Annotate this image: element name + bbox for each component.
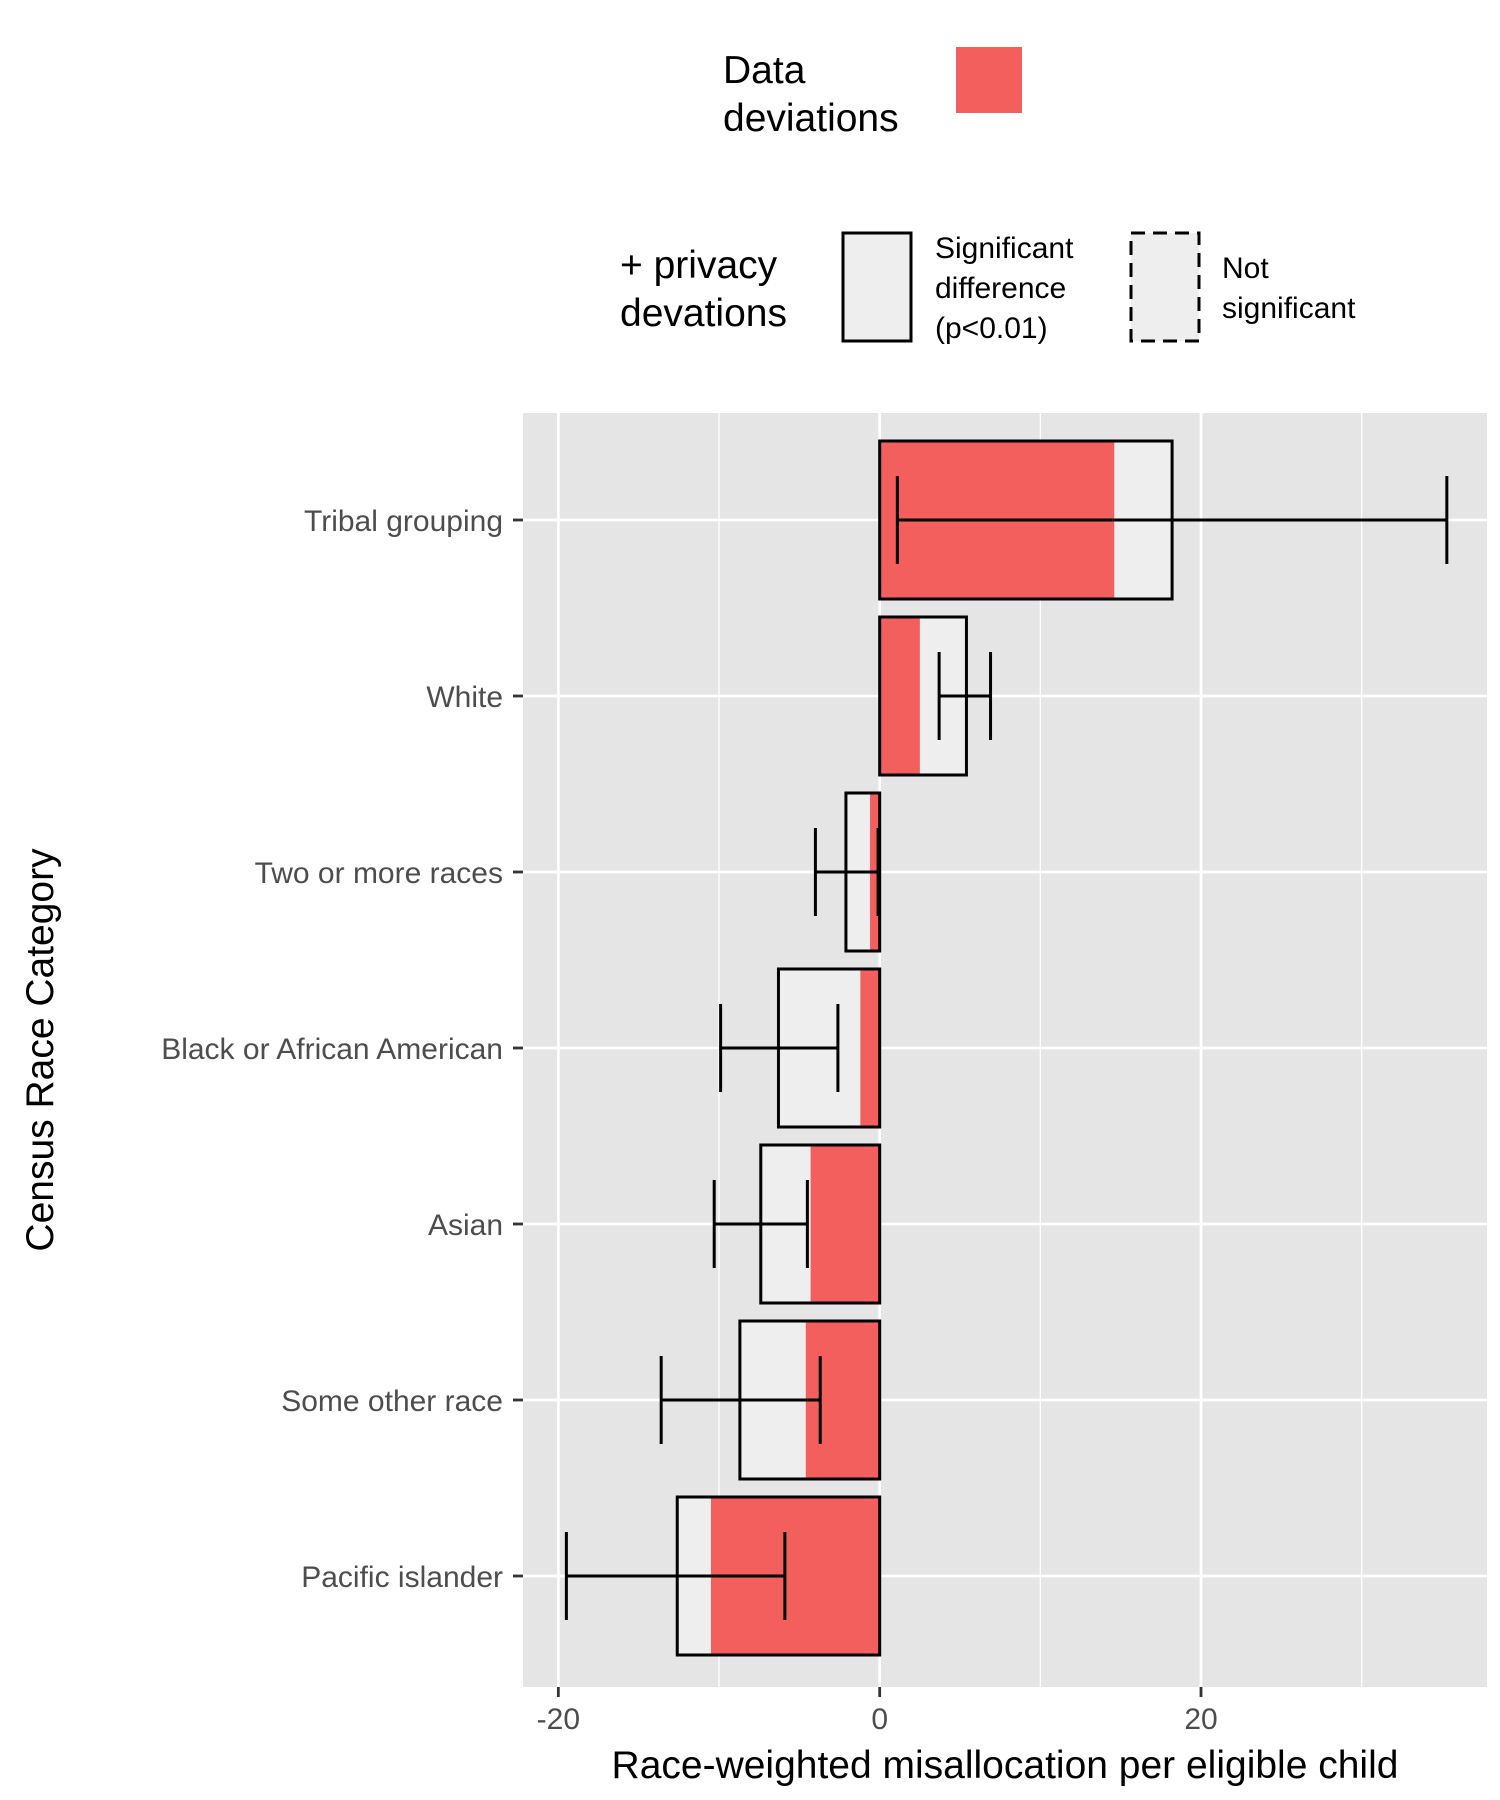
legend-key-data-deviations [954,45,1024,115]
y-tick-label: White [426,681,503,714]
y-tick-label: Some other race [281,1385,503,1418]
x-tick-label: 20 [1184,1703,1217,1736]
legend-title-privacy-deviations-line: + privacy [620,244,778,287]
legend-title-data-deviations-line: deviations [723,97,899,140]
legend-title-data-deviations: Data deviations [723,49,899,140]
legend-label-significant: Significant difference (p<0.01) [935,232,1074,345]
x-tick-label: 0 [871,1703,888,1736]
y-tick-label: Black or African American [161,1033,503,1066]
legend: Data deviations + privacy devations Signific… [620,45,1356,345]
x-axis-title: Race-weighted misallocation per eligible… [612,1744,1399,1787]
legend-title-privacy-deviations-line: devations [620,292,787,335]
legend-label-not-significant: Not significant [1222,252,1356,325]
legend-title-privacy-deviations: + privacy devations [620,244,787,335]
x-tick-label: -20 [537,1703,580,1736]
legend-title-data-deviations-line: Data [723,49,806,92]
y-tick-label: Two or more races [255,857,503,890]
plot-panel [523,413,1487,1687]
y-tick-label: Tribal grouping [304,505,503,538]
y-tick-label: Asian [428,1209,503,1242]
legend-label-significant-line: (p<0.01) [935,312,1048,345]
data-deviation-bar [860,969,880,1127]
legend-key-significant [841,231,913,343]
axes: Tribal grouping White Two or more races Bla… [161,505,1218,1736]
legend-label-significant-line: Significant [935,232,1074,265]
legend-key-not-significant [1129,231,1201,343]
data-deviation-bar [879,617,920,775]
y-axis-title: Census Race Category [19,848,62,1252]
y-tick-label: Pacific islander [301,1561,503,1594]
legend-label-not-significant-line: significant [1222,292,1356,325]
error-bars [564,476,1449,1620]
legend-label-significant-line: difference [935,272,1066,305]
data-deviation-bar [810,1145,880,1303]
legend-label-not-significant-line: Not [1222,252,1269,285]
